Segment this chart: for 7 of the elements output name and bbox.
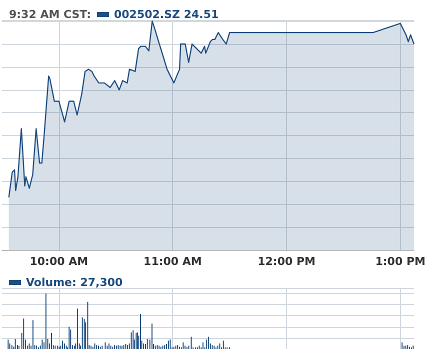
- x-tick-label: 12:00 PM: [258, 255, 316, 268]
- legend-label: Volume: 27,300: [26, 276, 124, 289]
- chart-title: 9:32 AM CST:: [9, 8, 91, 21]
- x-tick-label: 10:00 AM: [30, 255, 88, 268]
- x-tick-label: 11:00 AM: [144, 255, 202, 268]
- x-tick-label: 1:00 PM: [375, 255, 426, 268]
- legend-label: 002502.SZ 24.51: [114, 8, 219, 21]
